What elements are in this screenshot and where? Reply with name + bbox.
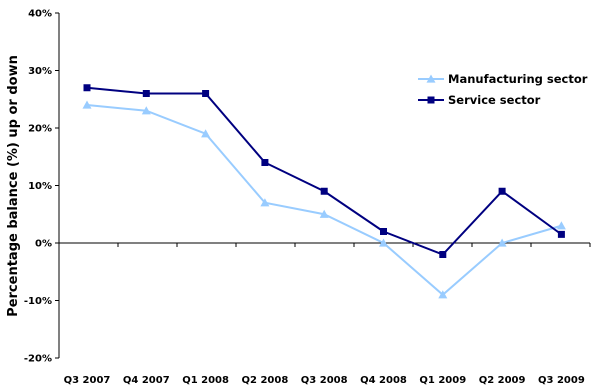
data-point bbox=[320, 187, 328, 195]
x-tick-label: Q3 2009 bbox=[538, 375, 585, 386]
y-tick-label: -20% bbox=[24, 354, 52, 365]
data-point bbox=[556, 221, 566, 230]
x-tick-label: Q2 2008 bbox=[242, 375, 289, 386]
data-point bbox=[202, 90, 210, 97]
legend-entry: Manufacturing sector bbox=[418, 72, 588, 86]
x-tick-label: Q2 2009 bbox=[479, 375, 526, 386]
y-tick-label: 40% bbox=[28, 9, 52, 20]
data-point bbox=[439, 251, 447, 258]
data-point bbox=[438, 290, 448, 299]
data-point bbox=[498, 187, 506, 195]
legend-entry: Service sector bbox=[418, 93, 541, 107]
data-point bbox=[260, 198, 270, 207]
series-plot-area bbox=[82, 84, 566, 299]
y-tick-label: 20% bbox=[28, 124, 52, 135]
x-tick-label: Q4 2008 bbox=[360, 375, 407, 386]
y-axis-title: Percentage balance (%) up or down bbox=[6, 55, 21, 317]
x-tick-label: Q3 2007 bbox=[64, 375, 111, 386]
data-point bbox=[201, 129, 211, 138]
data-point bbox=[142, 90, 150, 97]
series-manufacturing bbox=[82, 100, 566, 299]
y-tick-label: 0% bbox=[35, 239, 52, 250]
data-point bbox=[497, 238, 507, 247]
y-tick-label: -10% bbox=[24, 296, 52, 307]
x-tick-label: Q1 2008 bbox=[182, 375, 229, 386]
y-tick-label: 30% bbox=[28, 66, 52, 77]
data-point bbox=[261, 159, 269, 166]
x-tick-label: Q4 2007 bbox=[123, 375, 170, 386]
data-point bbox=[557, 230, 565, 238]
data-point bbox=[380, 228, 387, 235]
y-tick-label: 10% bbox=[28, 181, 52, 192]
series-line bbox=[86, 86, 562, 256]
legend-marker bbox=[426, 74, 436, 83]
series-line bbox=[86, 104, 562, 297]
series-service bbox=[83, 84, 565, 258]
data-point bbox=[141, 106, 151, 115]
x-axis: Q3 2007 Q4 2007 Q1 2008 Q2 2008 Q3 2008 Q4 20… bbox=[58, 242, 591, 386]
data-point bbox=[379, 238, 388, 247]
data-point bbox=[83, 84, 91, 92]
legend: Manufacturing sector Service sector bbox=[418, 72, 588, 107]
legend-label: Manufacturing sector bbox=[448, 72, 588, 86]
x-tick-label: Q3 2008 bbox=[301, 375, 348, 386]
x-tick-label: Q1 2009 bbox=[419, 375, 466, 386]
legend-label: Service sector bbox=[448, 93, 541, 107]
y-axis: -20% -10% 0% 10% 20% 30% 40% bbox=[24, 9, 60, 365]
data-point bbox=[319, 209, 329, 218]
data-point bbox=[82, 100, 92, 109]
legend-marker bbox=[427, 96, 435, 104]
